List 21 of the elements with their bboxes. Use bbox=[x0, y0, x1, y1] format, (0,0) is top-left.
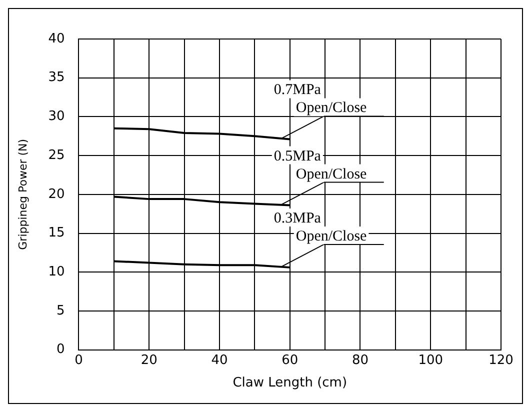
x-tick-label: 80 bbox=[352, 352, 369, 368]
y-tick-label: 35 bbox=[48, 70, 65, 86]
x-tick-label: 40 bbox=[211, 352, 228, 368]
x-axis-title: Claw Length (cm) bbox=[232, 376, 348, 391]
x-tick-label: 20 bbox=[140, 352, 158, 368]
series-label: 0.7MPa Open/Close bbox=[274, 82, 368, 116]
y-tick-label: 25 bbox=[48, 148, 65, 163]
y-tick-label: 5 bbox=[56, 303, 65, 318]
x-tick-label: 120 bbox=[488, 352, 514, 368]
y-axis-title: Grippineg Power (N) bbox=[16, 138, 30, 250]
x-tick-label: 60 bbox=[282, 352, 298, 368]
x-tick-label: 100 bbox=[418, 352, 444, 368]
series-label: 0.5MPa Open/Close bbox=[274, 148, 368, 182]
y-tick-label: 40 bbox=[48, 31, 65, 46]
y-tick-label: 10 bbox=[48, 264, 65, 280]
y-tick-label: 15 bbox=[48, 226, 65, 241]
y-tick-label: 20 bbox=[48, 186, 65, 202]
y-tick-label: 30 bbox=[48, 109, 65, 124]
series-label: 0.3MPa Open/Close bbox=[274, 210, 368, 244]
y-tick-label: 0 bbox=[56, 342, 65, 358]
x-tick-label: 0 bbox=[74, 352, 83, 368]
